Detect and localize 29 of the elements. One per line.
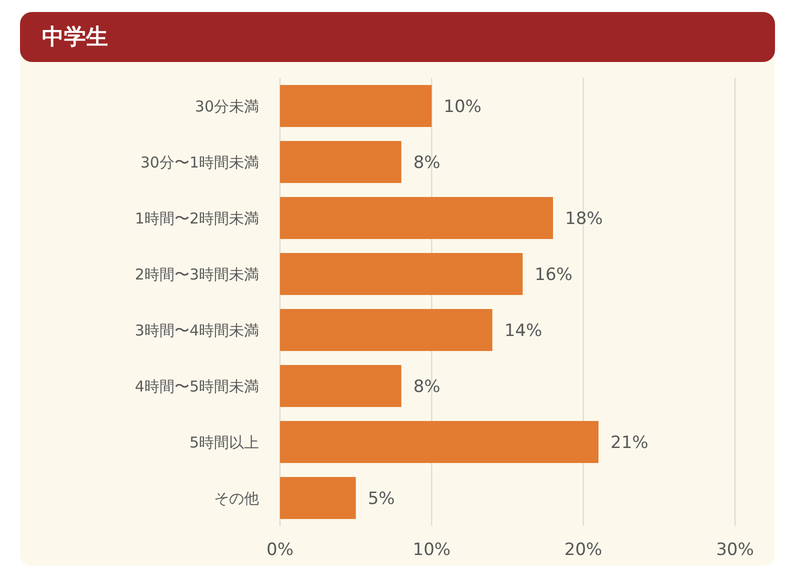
y-tick-label: 3時間〜4時間未満	[134, 321, 259, 340]
x-tick-label: 20%	[564, 540, 602, 560]
bar	[280, 365, 402, 407]
text: 中学生	[42, 24, 108, 52]
y-tick-label: 2時間〜3時間未満	[134, 265, 259, 284]
data-label: 8%	[413, 377, 440, 398]
bar	[280, 85, 432, 127]
y-tick-label: その他	[214, 489, 259, 508]
bar	[280, 421, 598, 463]
bar	[280, 309, 492, 351]
data-label: 16%	[534, 265, 572, 286]
data-label: 14%	[504, 321, 542, 342]
bar	[280, 197, 553, 239]
data-label: 21%	[610, 433, 648, 454]
y-tick-label: 30分未満	[194, 97, 259, 116]
bar	[280, 477, 356, 519]
data-label: 10%	[444, 97, 482, 118]
data-label: 5%	[368, 489, 395, 510]
y-tick-label: 30分〜1時間未満	[140, 153, 259, 172]
bar	[280, 141, 402, 183]
data-label: 18%	[565, 209, 603, 230]
data-label: 8%	[413, 153, 440, 174]
x-tick-label: 10%	[412, 540, 451, 560]
x-tick-label: 30%	[716, 540, 754, 560]
bar	[280, 253, 523, 295]
y-tick-label: 1時間〜2時間未満	[134, 209, 259, 228]
y-tick-label: 4時間〜5時間未満	[134, 377, 259, 396]
y-tick-label: 5時間以上	[189, 433, 259, 452]
x-tick-label: 0%	[266, 540, 294, 560]
